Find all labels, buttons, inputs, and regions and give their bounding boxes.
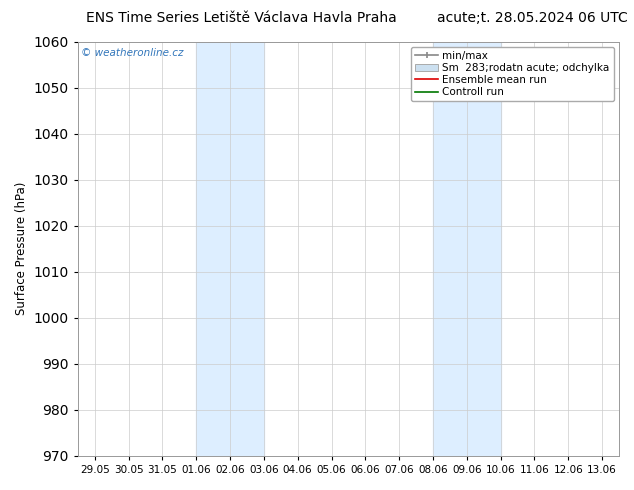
Y-axis label: Surface Pressure (hPa): Surface Pressure (hPa) xyxy=(15,182,28,316)
Text: acute;t. 28.05.2024 06 UTC: acute;t. 28.05.2024 06 UTC xyxy=(437,11,628,25)
Text: ENS Time Series Letiště Václava Havla Praha: ENS Time Series Letiště Václava Havla Pr… xyxy=(86,11,396,25)
Legend: min/max, Sm  283;rodatn acute; odchylka, Ensemble mean run, Controll run: min/max, Sm 283;rodatn acute; odchylka, … xyxy=(411,47,614,101)
Text: © weatheronline.cz: © weatheronline.cz xyxy=(81,48,183,58)
Bar xyxy=(196,42,264,456)
Bar xyxy=(433,42,501,456)
